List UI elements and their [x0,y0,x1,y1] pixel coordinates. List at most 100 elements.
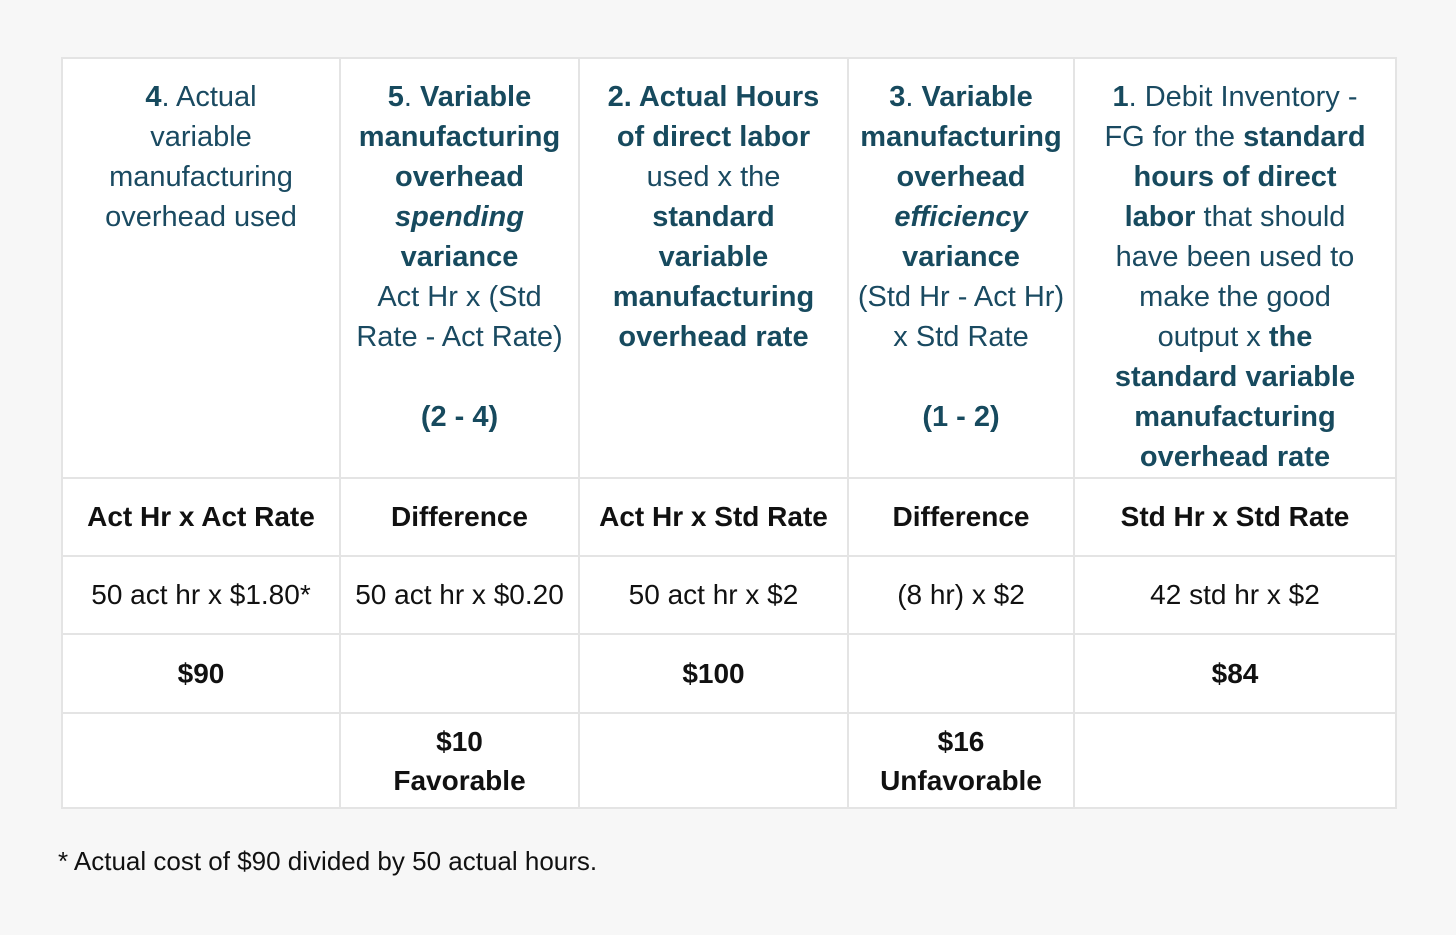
header-text: variance [400,241,519,273]
col-header-actual-hours-std-rate: 2. Actual Hours of direct labor used x the… [578,57,849,479]
footnote: * Actual cost of $90 divided by 50 actua… [58,846,598,876]
header-text: Variable [420,81,532,113]
header-text: (Std Hr - Act Hr) [857,281,1065,313]
header-text: (1 - 2) [922,401,1000,433]
header-text: 4 [145,81,162,113]
header-text: Rate - Act Rate) [356,321,563,353]
total-cell: $84 [1073,633,1397,714]
header-line: spending [345,197,574,237]
header-text: overhead [395,161,524,193]
header-text: . Debit Inventory - [1128,81,1358,113]
header-line: manufacturing [345,117,574,157]
formula-label: Std Hr x Std Rate [1073,477,1397,557]
header-text: FG for the [1104,121,1244,153]
calculation-cell: 50 act hr x $2 [578,555,849,635]
header-line: overhead used [67,197,335,237]
header-line: overhead [853,157,1069,197]
variance-amount: $10 [436,725,483,757]
header-line: 3. Variable [853,77,1069,117]
header-line: Rate - Act Rate) [345,317,574,357]
total-cell: $90 [61,633,341,714]
formula-label: Difference [339,477,580,557]
col-header-efficiency-variance: 3. Variable manufacturing overhead efficien… [847,57,1075,479]
variance-type: Favorable [393,764,526,796]
variance-cell [61,712,341,809]
header-text: overhead rate [1139,441,1331,473]
total-cell [339,633,580,714]
col-header-standard-cost: 1. Debit Inventory - FG for the standard h… [1073,57,1397,479]
header-line: used x the [584,157,843,197]
header-text: hours of direct [1133,161,1337,193]
variance-cell [578,712,849,809]
header-line: overhead [345,157,574,197]
header-line: (Std Hr - Act Hr) [853,277,1069,317]
header-line: variable [67,117,335,157]
header-line: variance [853,237,1069,277]
header-text: have been used to [1115,241,1355,273]
formula-label: Difference [847,477,1075,557]
header-line: overhead rate [584,317,843,357]
header-text: x Std Rate [893,321,1029,353]
header-text: output x [1157,321,1269,353]
header-line: hours of direct [1079,157,1391,197]
header-text: standard variable [1114,361,1356,393]
variance-row: $10 Favorable $16 Unfavorable [61,712,1397,809]
col-header-actual-overhead: 4. Actual variable manufacturing overhead u… [61,57,341,479]
header-line: output x the [1079,317,1391,357]
formula-label-row: Act Hr x Act Rate Difference Act Hr x St… [61,477,1397,557]
header-text: of direct labor [616,121,811,153]
header-line: FG for the standard [1079,117,1391,157]
header-row: 4. Actual variable manufacturing overhead u… [61,57,1397,479]
total-row: $90 $100 $84 [61,633,1397,714]
header-line: x Std Rate [853,317,1069,357]
total-cell: $100 [578,633,849,714]
header-line: manufacturing [1079,397,1391,437]
header-text: (2 - 4) [420,401,499,433]
header-line: efficiency [853,197,1069,237]
calculation-cell: 50 act hr x $0.20 [339,555,580,635]
header-text: 1 [1112,81,1129,113]
formula-label: Act Hr x Std Rate [578,477,849,557]
header-line: 4. Actual [67,77,335,117]
header-text: . Actual [161,81,257,113]
header-text: make the good [1139,281,1331,313]
header-text: manufacturing [1134,401,1336,433]
variance-cell [1073,712,1397,809]
header-line [853,357,1069,397]
header-text: labor [1124,201,1196,233]
header-text: 3 [889,81,906,113]
header-line: make the good [1079,277,1391,317]
header-text: 2. Actual Hours [607,81,820,113]
header-text: 5 [387,81,404,113]
col-header-spending-variance: 5. Variable manufacturing overhead spending… [339,57,580,479]
calculation-cell: (8 hr) x $2 [847,555,1075,635]
header-line: manufacturing [853,117,1069,157]
header-text: variable [658,241,769,273]
header-text: standard [652,201,775,233]
variance-table: 4. Actual variable manufacturing overhead u… [61,57,1397,809]
header-line: standard [584,197,843,237]
header-line: Act Hr x (Std [345,277,574,317]
calculation-cell: 42 std hr x $2 [1073,555,1397,635]
header-text: Variable [921,81,1033,113]
header-line: (1 - 2) [853,397,1069,437]
header-line: manufacturing [584,277,843,317]
variance-cell: $16 Unfavorable [847,712,1075,809]
header-text: overhead used [105,201,297,233]
header-text: manufacturing [358,121,561,153]
header-line: labor that should [1079,197,1391,237]
variance-amount: $16 [937,725,985,757]
calculation-row: 50 act hr x $1.80* 50 act hr x $0.20 50 … [61,555,1397,635]
header-line: 1. Debit Inventory - [1079,77,1391,117]
header-line [345,357,574,397]
header-text: the [1268,321,1313,353]
calculation-cell: 50 act hr x $1.80* [61,555,341,635]
header-text: overhead rate [618,321,809,353]
header-text: Act Hr x (Std [377,281,542,313]
header-text: variance [902,241,1020,273]
formula-label: Act Hr x Act Rate [61,477,341,557]
header-text: variable [150,121,252,153]
header-line: variable [584,237,843,277]
header-text: that should [1195,201,1346,233]
variance-cell: $10 Favorable [339,712,580,809]
